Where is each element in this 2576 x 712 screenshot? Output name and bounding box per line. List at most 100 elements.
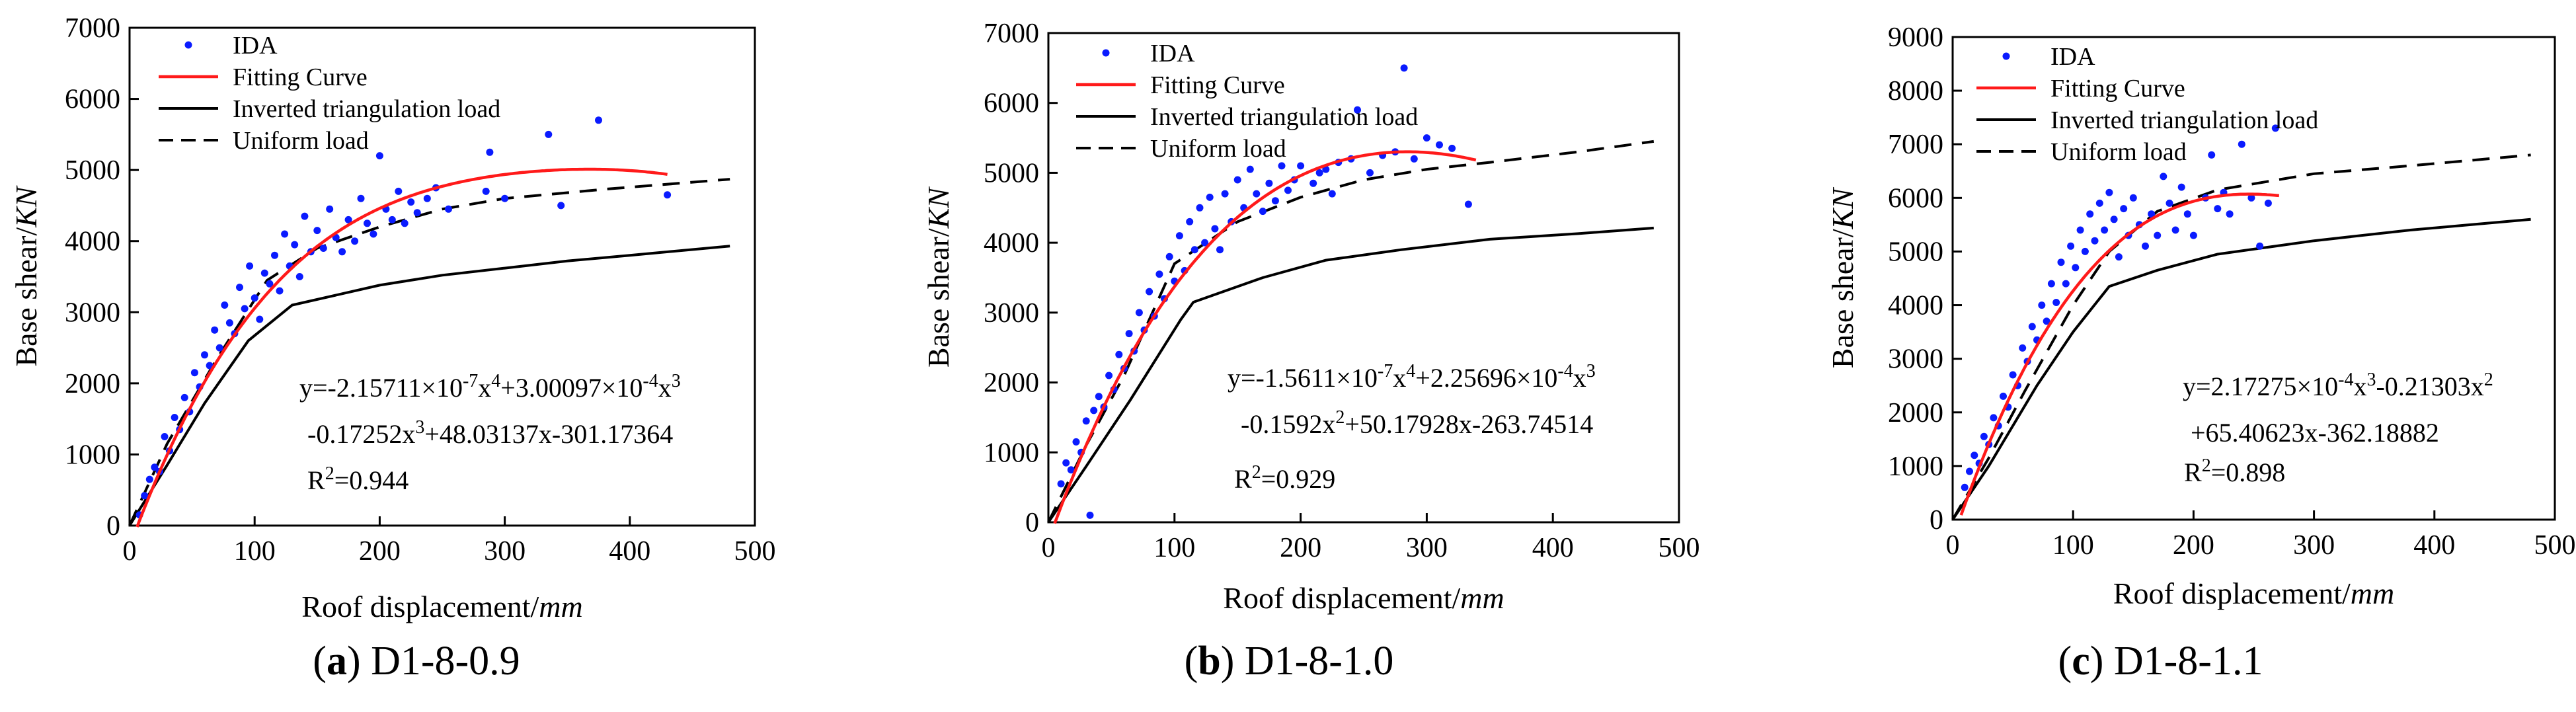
ida-point <box>1400 64 1408 72</box>
ida-point <box>2095 199 2103 207</box>
ida-point <box>2166 199 2173 207</box>
legend-ida-marker <box>2002 52 2010 60</box>
ida-point <box>1190 246 1198 254</box>
x-tick-label: 100 <box>234 536 276 567</box>
ida-point <box>2183 210 2191 218</box>
ida-point <box>276 287 284 295</box>
chart-panel-a: 0 100 200 300 400 500 0 1000 2000 3000 4000 5000 600… <box>0 0 833 712</box>
ida-point <box>413 209 421 217</box>
ida-point <box>1082 417 1090 425</box>
x-tick-label: 400 <box>2413 530 2455 561</box>
ida-point <box>201 351 208 359</box>
y-tick-label: 6000 <box>984 89 1039 119</box>
y-tick-label: 7000 <box>1888 130 1943 160</box>
ida-point <box>2047 280 2055 288</box>
chart-svg-c: 0 100 200 300 400 500010002000300040005000600… <box>1826 22 2576 610</box>
ida-point <box>2214 205 2222 213</box>
plot-frame <box>1951 36 2556 521</box>
y-axis-title: Base shear/KN <box>9 185 43 366</box>
ida-point <box>225 319 233 327</box>
ida-point <box>501 194 509 202</box>
ida-point <box>1067 466 1075 474</box>
ida-point <box>206 362 214 370</box>
uniform-load-line <box>1951 153 2531 521</box>
r-squared: R2=0.944 <box>307 463 409 496</box>
ida-point <box>1165 253 1173 260</box>
caption-a: (a) D1-8-0.9 <box>313 639 520 684</box>
ida-point <box>388 216 396 223</box>
legend-label: IDA <box>1150 40 1195 67</box>
ida-point <box>171 414 178 421</box>
ida-point <box>370 230 377 238</box>
legend-label: Uniform load <box>2050 138 2187 166</box>
x-tick-label: 200 <box>359 536 401 567</box>
ida-point <box>1062 459 1070 467</box>
ida-point <box>1309 179 1317 187</box>
y-tick-label: 6000 <box>1888 183 1943 214</box>
ida-point <box>161 433 169 440</box>
legend: IDA Fitting Curve Inverted triangulation l… <box>1076 40 1418 163</box>
ida-point <box>1448 144 1456 152</box>
x-tick-label: 500 <box>2534 530 2576 561</box>
ida-point <box>2160 173 2167 180</box>
ida-point <box>1196 204 1204 212</box>
x-tick-label: 100 <box>2052 530 2094 561</box>
ida-point <box>1155 270 1163 278</box>
ida-point <box>486 148 494 156</box>
r-squared: R2=0.898 <box>2184 455 2285 488</box>
x-tick-label: 400 <box>1532 533 1574 563</box>
ida-point <box>2271 124 2279 132</box>
x-tick-label: 200 <box>1280 533 1321 563</box>
ida-point <box>1201 239 1209 247</box>
x-tick-label: 200 <box>2173 530 2214 561</box>
x-axis-title: Roof displacement/mm <box>301 590 582 623</box>
y-tick-label: 1000 <box>984 438 1039 468</box>
ida-point <box>2076 226 2084 234</box>
ida-point <box>401 219 409 227</box>
ida-point <box>2057 258 2065 266</box>
inverted-triangulation-line <box>128 245 730 527</box>
equation-line: -0.1592x2+50.17928x-263.74514 <box>1241 407 1593 440</box>
y-tick-label: 2000 <box>65 369 120 399</box>
ida-point <box>1315 169 1323 177</box>
ida-point <box>375 152 383 160</box>
ida-point <box>256 315 264 323</box>
ida-point <box>2086 210 2094 218</box>
ida-point <box>2142 242 2149 250</box>
ida-point <box>1086 511 1094 519</box>
ida-point <box>2000 392 2007 400</box>
ida-point <box>2115 253 2123 261</box>
y-tick-label: 3000 <box>65 297 120 328</box>
ida-point <box>482 187 490 195</box>
fitting-curve <box>1053 150 1477 524</box>
ida-point <box>1966 467 1973 475</box>
y-tick-label: 1000 <box>1888 452 1943 482</box>
ida-point <box>1211 225 1219 233</box>
plot-frame <box>128 26 756 527</box>
ida-point <box>1366 169 1374 177</box>
y-tick-label: 0 <box>106 511 120 541</box>
x-tick-label: 0 <box>123 536 137 567</box>
ida-point <box>2148 210 2156 218</box>
ida-point <box>326 205 334 213</box>
ida-point <box>251 294 258 302</box>
legend: IDA Fitting Curve Inverted triangulation l… <box>1976 43 2318 166</box>
ida-point <box>1216 246 1224 254</box>
ida-point <box>595 116 602 124</box>
ida-point <box>445 205 452 213</box>
ida-point <box>141 492 149 500</box>
fitting-curve <box>1959 192 2279 516</box>
ida-point <box>2129 194 2137 202</box>
x-tick-label: 500 <box>1659 533 1700 563</box>
ida-point <box>2154 231 2162 239</box>
y-tick-label: 0 <box>1025 508 1039 538</box>
ida-point <box>2208 151 2216 159</box>
x-tick-label: 100 <box>1153 533 1195 563</box>
ida-point <box>291 241 299 249</box>
equation-line: y=2.17275×10-4x3-0.21303x2 <box>2183 370 2493 402</box>
ida-point <box>281 230 289 238</box>
y-tick-label: 7000 <box>984 19 1039 49</box>
y-tick-label: 5000 <box>1888 237 1943 267</box>
legend-label: Fitting Curve <box>1150 71 1285 99</box>
inverted-triangulation-line <box>1951 218 2531 521</box>
